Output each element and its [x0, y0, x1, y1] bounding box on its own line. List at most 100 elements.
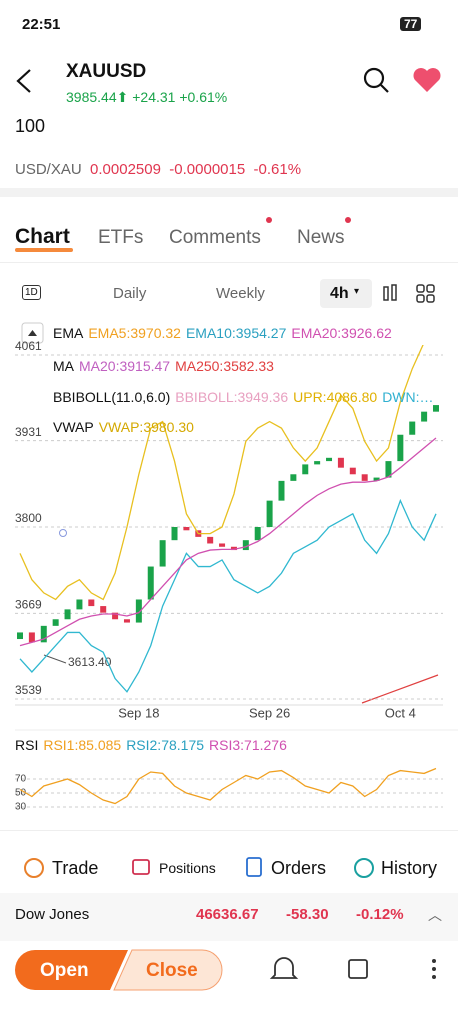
candle: [52, 619, 59, 626]
candle: [242, 540, 249, 551]
candle: [314, 461, 321, 465]
low-pointer: [43, 654, 67, 664]
candle: [278, 480, 285, 501]
price: 3985.44: [66, 89, 117, 105]
more-icon[interactable]: [432, 959, 436, 979]
candle: [302, 464, 309, 475]
symbol: XAUUSD: [66, 61, 147, 82]
candle: [207, 536, 214, 544]
nav-item[interactable]: Positions: [159, 860, 216, 876]
ticker-bar[interactable]: [0, 893, 458, 941]
x-tick-label: Oct 4: [385, 705, 416, 720]
candle: [421, 411, 428, 422]
indicator-legend: VWAP VWAP:3980.30: [53, 419, 440, 435]
candle: [361, 474, 368, 481]
period-icon[interactable]: 1D: [22, 285, 41, 300]
candle: [112, 612, 119, 620]
rate-pct: -0.61%: [253, 161, 302, 178]
battery: 77: [400, 17, 422, 31]
period[interactable]: Weekly: [216, 285, 265, 302]
close-button[interactable]: [113, 949, 223, 991]
ma250-line: [361, 674, 439, 704]
y-tick-label: 70: [15, 774, 27, 785]
ticker-change: -58.30: [286, 906, 329, 923]
candle: [135, 599, 142, 623]
candle: [326, 457, 333, 462]
tab[interactable]: Comments: [169, 227, 261, 248]
tab-underline: [15, 248, 73, 252]
nav-item[interactable]: History: [381, 858, 438, 878]
header-icons: [16, 67, 441, 93]
candle: [290, 474, 297, 481]
positions-icon[interactable]: [132, 859, 150, 875]
y-tick-label: 50: [15, 788, 27, 799]
y-tick-label: 3800: [15, 511, 42, 525]
candle: [266, 500, 273, 527]
candle-icon[interactable]: [383, 286, 389, 301]
time: 22:51: [22, 16, 61, 33]
candle: [373, 477, 380, 481]
candle: [230, 546, 237, 551]
candle: [433, 405, 439, 412]
period[interactable]: 4h: [330, 285, 349, 302]
nav-item[interactable]: Orders: [271, 858, 327, 878]
alert-icon[interactable]: [269, 957, 299, 979]
candle: [64, 609, 71, 620]
close-label[interactable]: Close: [146, 960, 198, 981]
y-tick-label: 4061: [15, 339, 42, 353]
indicator-legend: EMA EMA5:3970.32 EMA10:3954.27 EMA20:3926.6…: [53, 325, 440, 341]
legend-label: EMA: [53, 325, 84, 341]
candle: [17, 632, 23, 640]
marker: [59, 529, 67, 537]
legend-item: UPR:4086.80: [293, 389, 378, 405]
candle: [123, 619, 130, 623]
candle: [219, 543, 226, 547]
orders-icon[interactable]: [246, 857, 262, 877]
legend-item: EMA5:3970.32: [88, 325, 181, 341]
tab[interactable]: ETFs: [98, 227, 144, 248]
back-icon[interactable]: [16, 69, 31, 93]
period[interactable]: Daily: [113, 285, 147, 302]
dropdown: ▾: [354, 286, 360, 297]
share-icon[interactable]: [348, 959, 368, 979]
legend-item: EMA20:3926.62: [291, 325, 392, 341]
nav-item[interactable]: Trade: [52, 858, 99, 878]
legend-label: BBIBOLL(11.0,6.0): [53, 389, 171, 405]
candle: [397, 434, 404, 462]
candle-icon: [391, 284, 397, 301]
tool-icons: [383, 284, 435, 303]
series-line: [19, 345, 424, 601]
legend-label: MA: [53, 358, 74, 374]
legend-item: RSI3:71.276: [209, 737, 287, 753]
open-button[interactable]: [15, 950, 128, 990]
x-tick-label: Sep 26: [249, 705, 290, 720]
series-line: [19, 767, 437, 805]
trade-icon[interactable]: [24, 858, 44, 878]
y-tick-label: 30: [15, 802, 27, 813]
divider: [0, 188, 458, 197]
period-selected[interactable]: [320, 279, 372, 308]
grid-icon[interactable]: [416, 284, 435, 303]
expand[interactable]: ︿: [428, 907, 442, 923]
tab[interactable]: News: [297, 227, 345, 248]
legend-item: VWAP:3980.30: [98, 419, 194, 435]
candle: [183, 527, 190, 531]
candle: [337, 457, 344, 468]
legend-item: RSI1:85.085: [43, 737, 122, 753]
search-icon[interactable]: [363, 67, 385, 89]
candle: [385, 461, 392, 478]
y-tick-label: 3539: [15, 683, 42, 697]
candle: [40, 625, 47, 643]
search-handle: [380, 84, 389, 93]
candle: [100, 606, 107, 613]
legend-item: BBIBOLL:3949.36: [175, 389, 289, 405]
tab[interactable]: Chart: [15, 225, 70, 248]
favorite-icon[interactable]: [413, 68, 441, 92]
y-tick-label: 3931: [15, 425, 42, 439]
legend-item: MA20:3915.47: [79, 358, 171, 374]
history-icon[interactable]: [354, 858, 374, 878]
candle: [159, 540, 166, 567]
open-label[interactable]: Open: [40, 960, 89, 981]
plot: [17, 345, 439, 693]
